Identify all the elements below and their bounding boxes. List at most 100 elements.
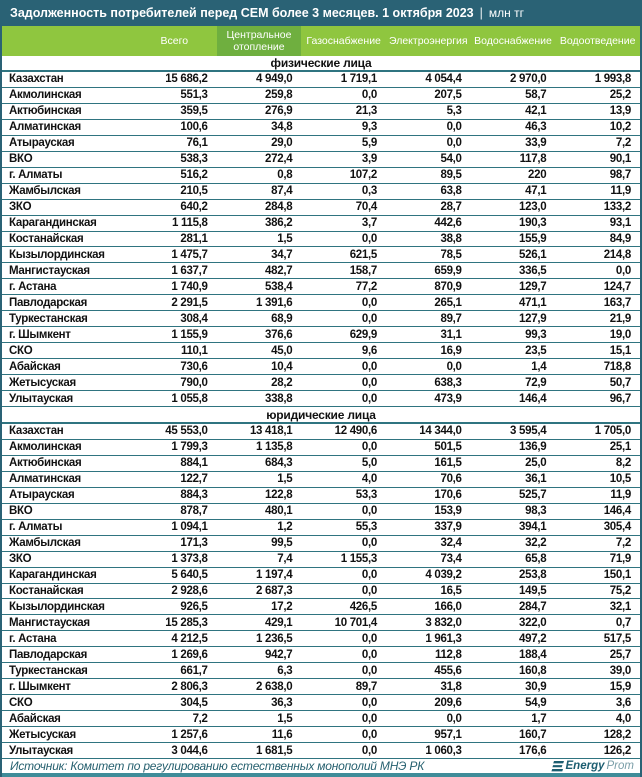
value-cell: 0,0	[361, 744, 377, 757]
value-cell: 45 553,0	[165, 425, 208, 438]
value-cell: 3 595,4	[510, 425, 547, 438]
value-cell: 376,6	[265, 328, 293, 341]
value-cell: 1 236,5	[256, 632, 293, 645]
value-cell: 23,5	[525, 344, 547, 357]
table-row: г. Астана 1 740,9 538,4 77,2 870,9 129,7 124,7	[2, 279, 640, 296]
value-cell: 1 060,3	[425, 744, 462, 757]
value-cell: 0,0	[361, 392, 377, 405]
value-cell: 84,9	[609, 233, 631, 245]
value-cell: 107,2	[349, 169, 378, 182]
value-cell: 0,0	[361, 505, 377, 518]
table-row: Карагандинская 1 115,8 386,2 3,7 442,6 190,3 9…	[2, 216, 640, 232]
value-cell: 442,6	[434, 217, 462, 230]
value-cell: 100,6	[180, 121, 208, 134]
value-cell: 337,9	[434, 521, 462, 534]
value-cell: 136,9	[519, 441, 547, 454]
table-row: г. Шымкент 1 155,9 376,6 629,9 31,1 99,3 19,0	[2, 327, 640, 344]
table-body-individuals: Казахстан 15 686,2 4 949,0 1 719,1 4 054,4 2 …	[2, 72, 640, 408]
value-cell: 0,0	[361, 585, 377, 597]
value-cell: 96,7	[609, 392, 631, 405]
region-name-cell: Жамбылская	[9, 537, 81, 550]
value-cell: 629,9	[349, 328, 378, 341]
table-row: Жамбылская 171,3 99,5 0,0 32,4 32,2 7,2	[2, 536, 640, 552]
region-name-cell: Туркестанская	[9, 312, 88, 325]
value-cell: 36,3	[271, 696, 293, 709]
value-cell: 0,0	[446, 360, 462, 373]
region-name-cell: г. Астана	[9, 280, 57, 293]
value-cell: 638,3	[434, 376, 462, 389]
region-name-cell: г. Шымкент	[9, 680, 71, 693]
region-name-cell: Мангистауская	[9, 616, 90, 629]
logo-prom-text: Prom	[606, 760, 634, 772]
value-cell: 7,2	[192, 712, 208, 725]
table-row: г. Астана 4 212,5 1 236,5 0,0 1 961,3 497,2 51…	[2, 631, 640, 648]
value-cell: 3 832,0	[425, 616, 462, 629]
value-cell: 9,6	[361, 344, 377, 357]
region-name-cell: Атырауская	[9, 489, 75, 502]
value-cell: 32,1	[609, 600, 631, 613]
value-cell: 176,6	[519, 744, 547, 757]
value-cell: 39,0	[609, 664, 631, 677]
value-cell: 11,9	[610, 489, 631, 502]
value-cell: 526,1	[519, 248, 547, 261]
value-cell: 3,7	[361, 217, 377, 230]
value-cell: 13,9	[609, 105, 631, 118]
value-cell: 7,2	[615, 137, 631, 150]
value-cell: 640,2	[180, 201, 208, 214]
column-header-total: Всего	[160, 34, 189, 47]
region-name-cell: Костанайская	[9, 585, 84, 597]
value-cell: 516,2	[180, 169, 208, 182]
region-name-cell: г. Астана	[9, 632, 57, 645]
value-cell: 158,7	[349, 264, 378, 277]
value-cell: 36,1	[525, 473, 547, 486]
column-header-gas: Газоснабжение	[306, 34, 381, 47]
table-row: Костанайская 2 928,6 2 687,3 0,0 16,5 149,5 75…	[2, 584, 640, 600]
table-row: Мангистауская 1 637,7 482,7 158,7 659,9 336,5…	[2, 263, 640, 280]
table-row: Акмолинская 1 799,3 1 135,8 0,0 501,5 136,9 25…	[2, 440, 640, 456]
region-name-cell: Акмолинская	[9, 89, 82, 102]
value-cell: 78,5	[440, 248, 462, 261]
value-cell: 2 291,5	[171, 296, 208, 309]
value-cell: 98,3	[525, 505, 547, 518]
value-cell: 163,7	[603, 296, 632, 309]
value-cell: 54,9	[525, 696, 547, 709]
table-row: Мангистауская 15 285,3 429,1 10 701,4 3 832,…	[2, 615, 640, 632]
value-cell: 957,1	[434, 728, 462, 741]
value-cell: 11,6	[271, 728, 293, 741]
value-cell: 322,0	[519, 616, 547, 629]
table-row: Жетысуская 790,0 28,2 0,0 638,3 72,9 50,7	[2, 375, 640, 392]
value-cell: 3 044,6	[171, 744, 208, 757]
value-cell: 0,0	[361, 664, 377, 677]
value-cell: 1,5	[277, 712, 293, 725]
value-cell: 308,4	[180, 312, 208, 325]
value-cell: 25,2	[609, 89, 631, 102]
region-name-cell: Павлодарская	[9, 648, 87, 661]
title-bar: Задолженность потребителей перед СЕМ бол…	[2, 0, 640, 26]
region-name-cell: Кызылординская	[9, 248, 105, 261]
value-cell: 1 799,3	[171, 441, 208, 454]
value-cell: 214,8	[603, 248, 632, 261]
region-name-cell: г. Алматы	[9, 169, 63, 182]
value-cell: 32,4	[440, 537, 462, 550]
value-cell: 386,2	[265, 217, 293, 230]
value-cell: 0,0	[361, 569, 377, 582]
value-cell: 276,9	[265, 105, 293, 118]
value-cell: 160,8	[519, 664, 547, 677]
report-title: Задолженность потребителей перед СЕМ бол…	[10, 6, 474, 20]
table-row: Жамбылская 210,5 87,4 0,3 63,8 47,1 11,9	[2, 184, 640, 200]
value-cell: 14 344,0	[419, 425, 462, 438]
value-cell: 0,0	[361, 233, 377, 245]
table-row: Атырауская 76,1 29,0 5,9 0,0 33,9 7,2	[2, 136, 640, 152]
value-cell: 117,8	[519, 153, 547, 166]
value-cell: 89,7	[440, 312, 462, 325]
value-cell: 525,7	[519, 489, 547, 502]
value-cell: 53,3	[355, 489, 377, 502]
region-name-cell: Туркестанская	[9, 664, 88, 677]
value-cell: 1 135,8	[256, 441, 293, 454]
table-row: Туркестанская 661,7 6,3 0,0 455,6 160,8 39,0	[2, 663, 640, 680]
value-cell: 659,9	[434, 264, 462, 277]
value-cell: 42,1	[525, 105, 547, 118]
value-cell: 170,6	[434, 489, 462, 502]
energyprom-e-icon	[550, 760, 564, 771]
